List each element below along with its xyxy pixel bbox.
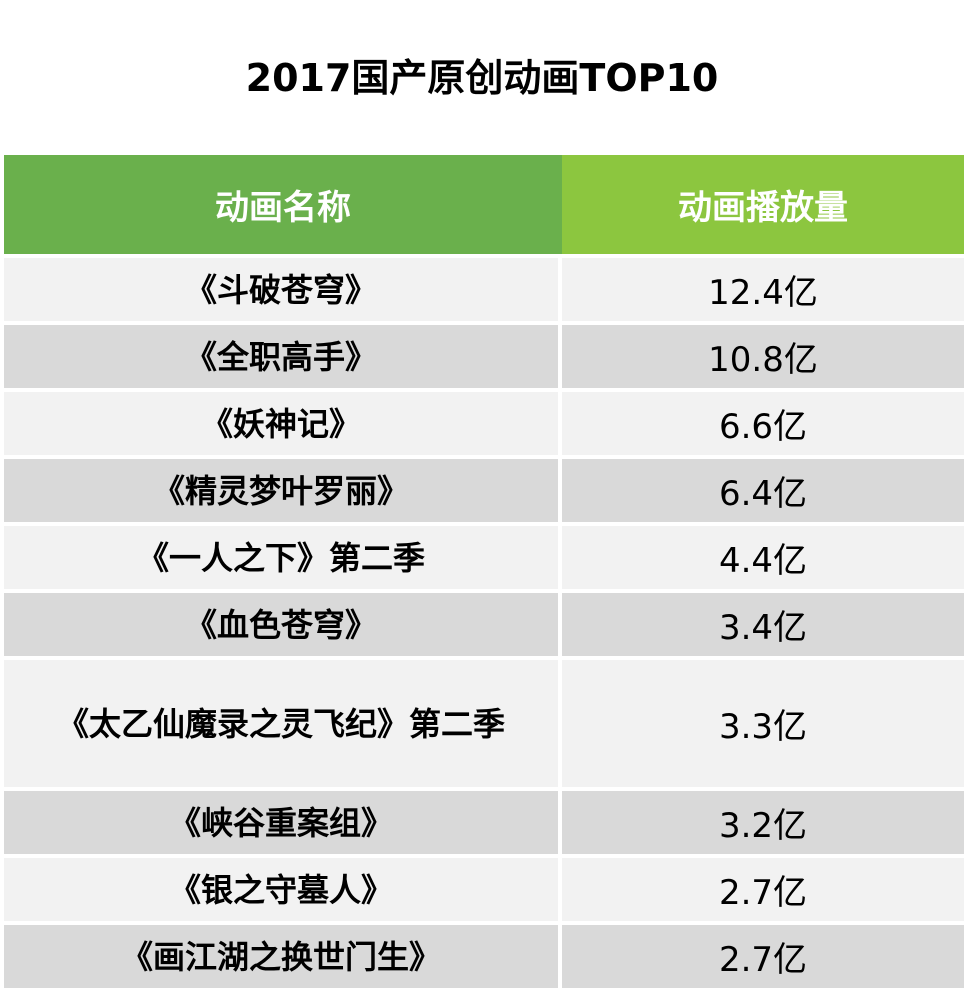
cell-plays: 6.4亿 <box>562 459 964 522</box>
table-header: 动画名称 动画播放量 <box>4 155 964 254</box>
cell-plays: 3.3亿 <box>562 660 964 787</box>
table-row: 《精灵梦叶罗丽》 6.4亿 <box>4 459 964 522</box>
table-row: 《血色苍穹》 3.4亿 <box>4 593 964 656</box>
table-row: 《妖神记》 6.6亿 <box>4 392 964 455</box>
table-row: 《太乙仙魔录之灵飞纪》第二季 3.3亿 <box>4 660 964 787</box>
chart-title: 2017国产原创动画TOP10 <box>245 56 719 100</box>
cell-plays: 10.8亿 <box>562 325 964 388</box>
cell-plays: 3.2亿 <box>562 791 964 854</box>
header-plays: 动画播放量 <box>562 155 964 254</box>
table-row: 《画江湖之换世门生》 2.7亿 <box>4 925 964 988</box>
table-row: 《银之守墓人》 2.7亿 <box>4 858 964 921</box>
cell-name: 《一人之下》第二季 <box>4 526 558 589</box>
header-name: 动画名称 <box>4 155 562 254</box>
cell-plays: 12.4亿 <box>562 258 964 321</box>
table-row: 《全职高手》 10.8亿 <box>4 325 964 388</box>
cell-name: 《妖神记》 <box>4 392 558 455</box>
cell-name: 《画江湖之换世门生》 <box>4 925 558 988</box>
table-row: 《一人之下》第二季 4.4亿 <box>4 526 964 589</box>
table-row: 《峡谷重案组》 3.2亿 <box>4 791 964 854</box>
cell-name: 《血色苍穹》 <box>4 593 558 656</box>
table-row: 《斗破苍穹》 12.4亿 <box>4 258 964 321</box>
cell-plays: 2.7亿 <box>562 858 964 921</box>
cell-plays: 6.6亿 <box>562 392 964 455</box>
cell-name: 《太乙仙魔录之灵飞纪》第二季 <box>4 660 558 787</box>
ranking-table: 动画名称 动画播放量 《斗破苍穹》 12.4亿 《全职高手》 10.8亿 《妖神… <box>4 155 964 988</box>
cell-name: 《峡谷重案组》 <box>4 791 558 854</box>
cell-name: 《斗破苍穹》 <box>4 258 558 321</box>
cell-name: 《精灵梦叶罗丽》 <box>4 459 558 522</box>
cell-plays: 4.4亿 <box>562 526 964 589</box>
cell-name: 《银之守墓人》 <box>4 858 558 921</box>
cell-plays: 3.4亿 <box>562 593 964 656</box>
cell-plays: 2.7亿 <box>562 925 964 988</box>
cell-name: 《全职高手》 <box>4 325 558 388</box>
